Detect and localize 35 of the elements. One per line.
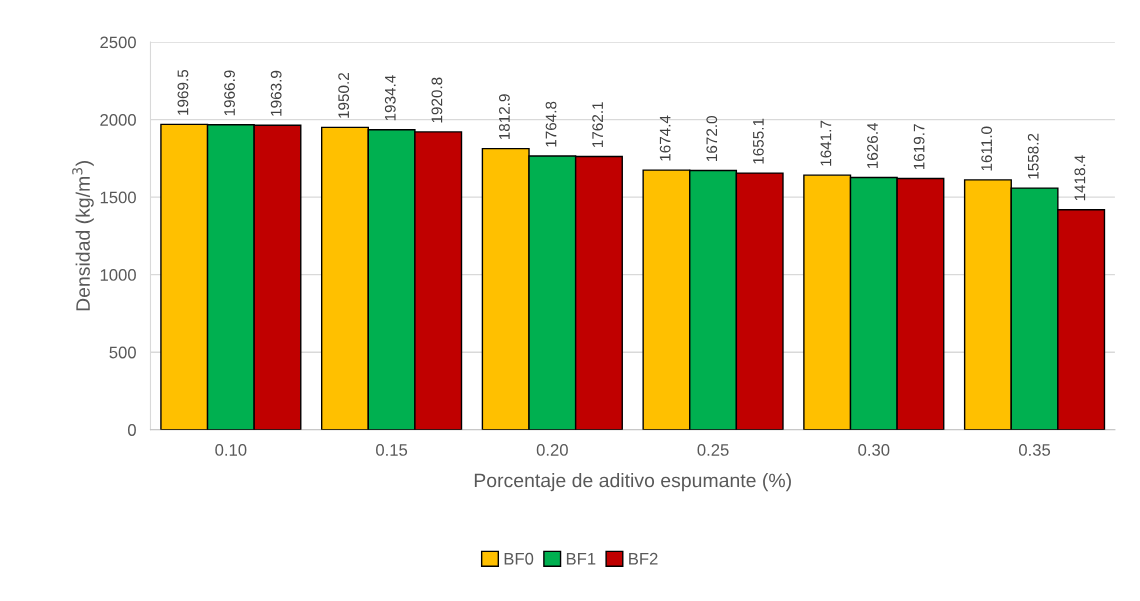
y-axis-title: Densidad (kg/m$^{3}$) xyxy=(72,161,94,311)
legend-label: BF1 xyxy=(566,553,596,565)
y-tick-label: 1500 xyxy=(100,191,136,204)
data-label: 1920.8 xyxy=(431,77,443,123)
data-label: 1969.5 xyxy=(177,69,189,115)
data-label: 1655.1 xyxy=(752,118,764,164)
legend-label: BF0 xyxy=(504,552,534,565)
data-label: 1641.7 xyxy=(820,120,832,166)
y-tick-label: 2000 xyxy=(100,114,136,126)
x-tick-label: 0.25 xyxy=(697,444,729,456)
data-label: 1418.4 xyxy=(1074,155,1086,201)
data-label: 1764.8 xyxy=(545,101,557,147)
x-tick-label: 0.35 xyxy=(1018,444,1051,456)
data-label: 1672.0 xyxy=(706,115,718,161)
data-label: 1762.1 xyxy=(592,102,604,147)
x-tick-label: 0.15 xyxy=(376,444,408,456)
x-tick-label: 0.30 xyxy=(858,444,890,456)
y-tick-label: 500 xyxy=(109,346,136,359)
data-label: 1934.4 xyxy=(384,75,396,121)
data-label: 1626.4 xyxy=(867,122,878,169)
y-tick-label: 0 xyxy=(127,424,136,436)
data-label: 1674.4 xyxy=(659,115,671,161)
data-label: 1963.9 xyxy=(270,70,282,116)
x-tick-label: 0.10 xyxy=(215,444,247,456)
legend-label: BF2 xyxy=(629,552,658,565)
data-label: 1619.7 xyxy=(913,124,925,170)
data-label: 1950.2 xyxy=(338,73,350,118)
data-label: 1966.9 xyxy=(224,70,235,116)
data-label: 1611.0 xyxy=(981,126,993,171)
data-label: 1558.2 xyxy=(1027,133,1039,179)
data-label: 1812.9 xyxy=(499,94,510,140)
y-tick-label: 2500 xyxy=(100,36,136,49)
x-axis-title: Porcentaje de aditivo espumante (%) xyxy=(474,473,791,492)
y-tick-label: 1000 xyxy=(100,269,136,281)
x-tick-label: 0.20 xyxy=(536,444,568,456)
